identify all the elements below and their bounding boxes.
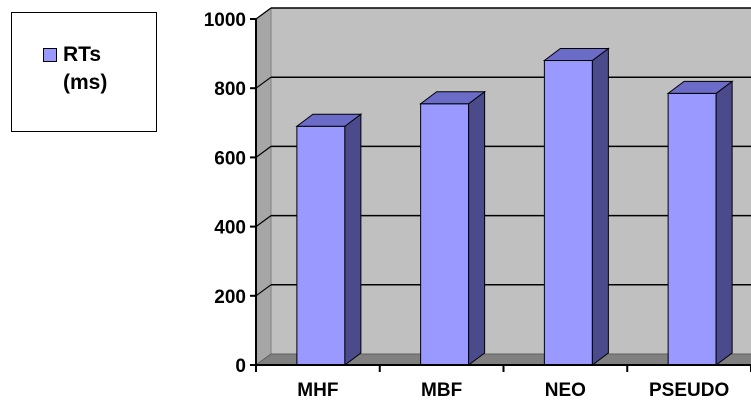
gridline-diagonal [255, 145, 272, 158]
y-tick-label: 800 [214, 79, 246, 100]
x-tick-label: NEO [545, 380, 586, 401]
bar [295, 113, 363, 366]
x-tick-label: MBF [421, 380, 462, 401]
bar-side [591, 47, 609, 366]
y-tick-label: 600 [214, 148, 246, 169]
y-tick-label: 0 [235, 356, 246, 377]
x-tick-label: PSEUDO [649, 380, 729, 401]
bar [666, 80, 734, 366]
gridline-diagonal [255, 284, 272, 297]
bar-top [542, 48, 610, 62]
bar-front [296, 125, 346, 366]
bar [419, 90, 487, 366]
bar-top [666, 80, 734, 94]
bar-front [543, 60, 593, 366]
x-tick-label: MHF [297, 380, 338, 401]
gridline-diagonal [255, 7, 272, 20]
bar-side [715, 80, 733, 366]
bar-top [419, 91, 487, 105]
bar [542, 47, 610, 366]
bar-top [295, 113, 363, 127]
bar-front [420, 103, 470, 366]
gridline-diagonal [255, 215, 272, 228]
y-tick-label: 400 [214, 218, 246, 239]
bar-front [667, 92, 717, 366]
bars [295, 47, 734, 366]
axis-labels: 0 200 400 600 800 1000 MHF MBF NEO PSEUDO [204, 10, 730, 401]
gridline-diagonal [255, 76, 272, 89]
axes [250, 18, 751, 372]
legend-swatch [43, 48, 57, 62]
y-tick-label: 1000 [204, 10, 246, 31]
legend-label: RTs (ms) [63, 43, 108, 94]
y-tick-label: 200 [214, 287, 246, 308]
legend: RTs (ms) [11, 12, 157, 132]
bar-side [344, 113, 362, 366]
side-wall [255, 7, 272, 366]
bar-side [468, 90, 486, 366]
